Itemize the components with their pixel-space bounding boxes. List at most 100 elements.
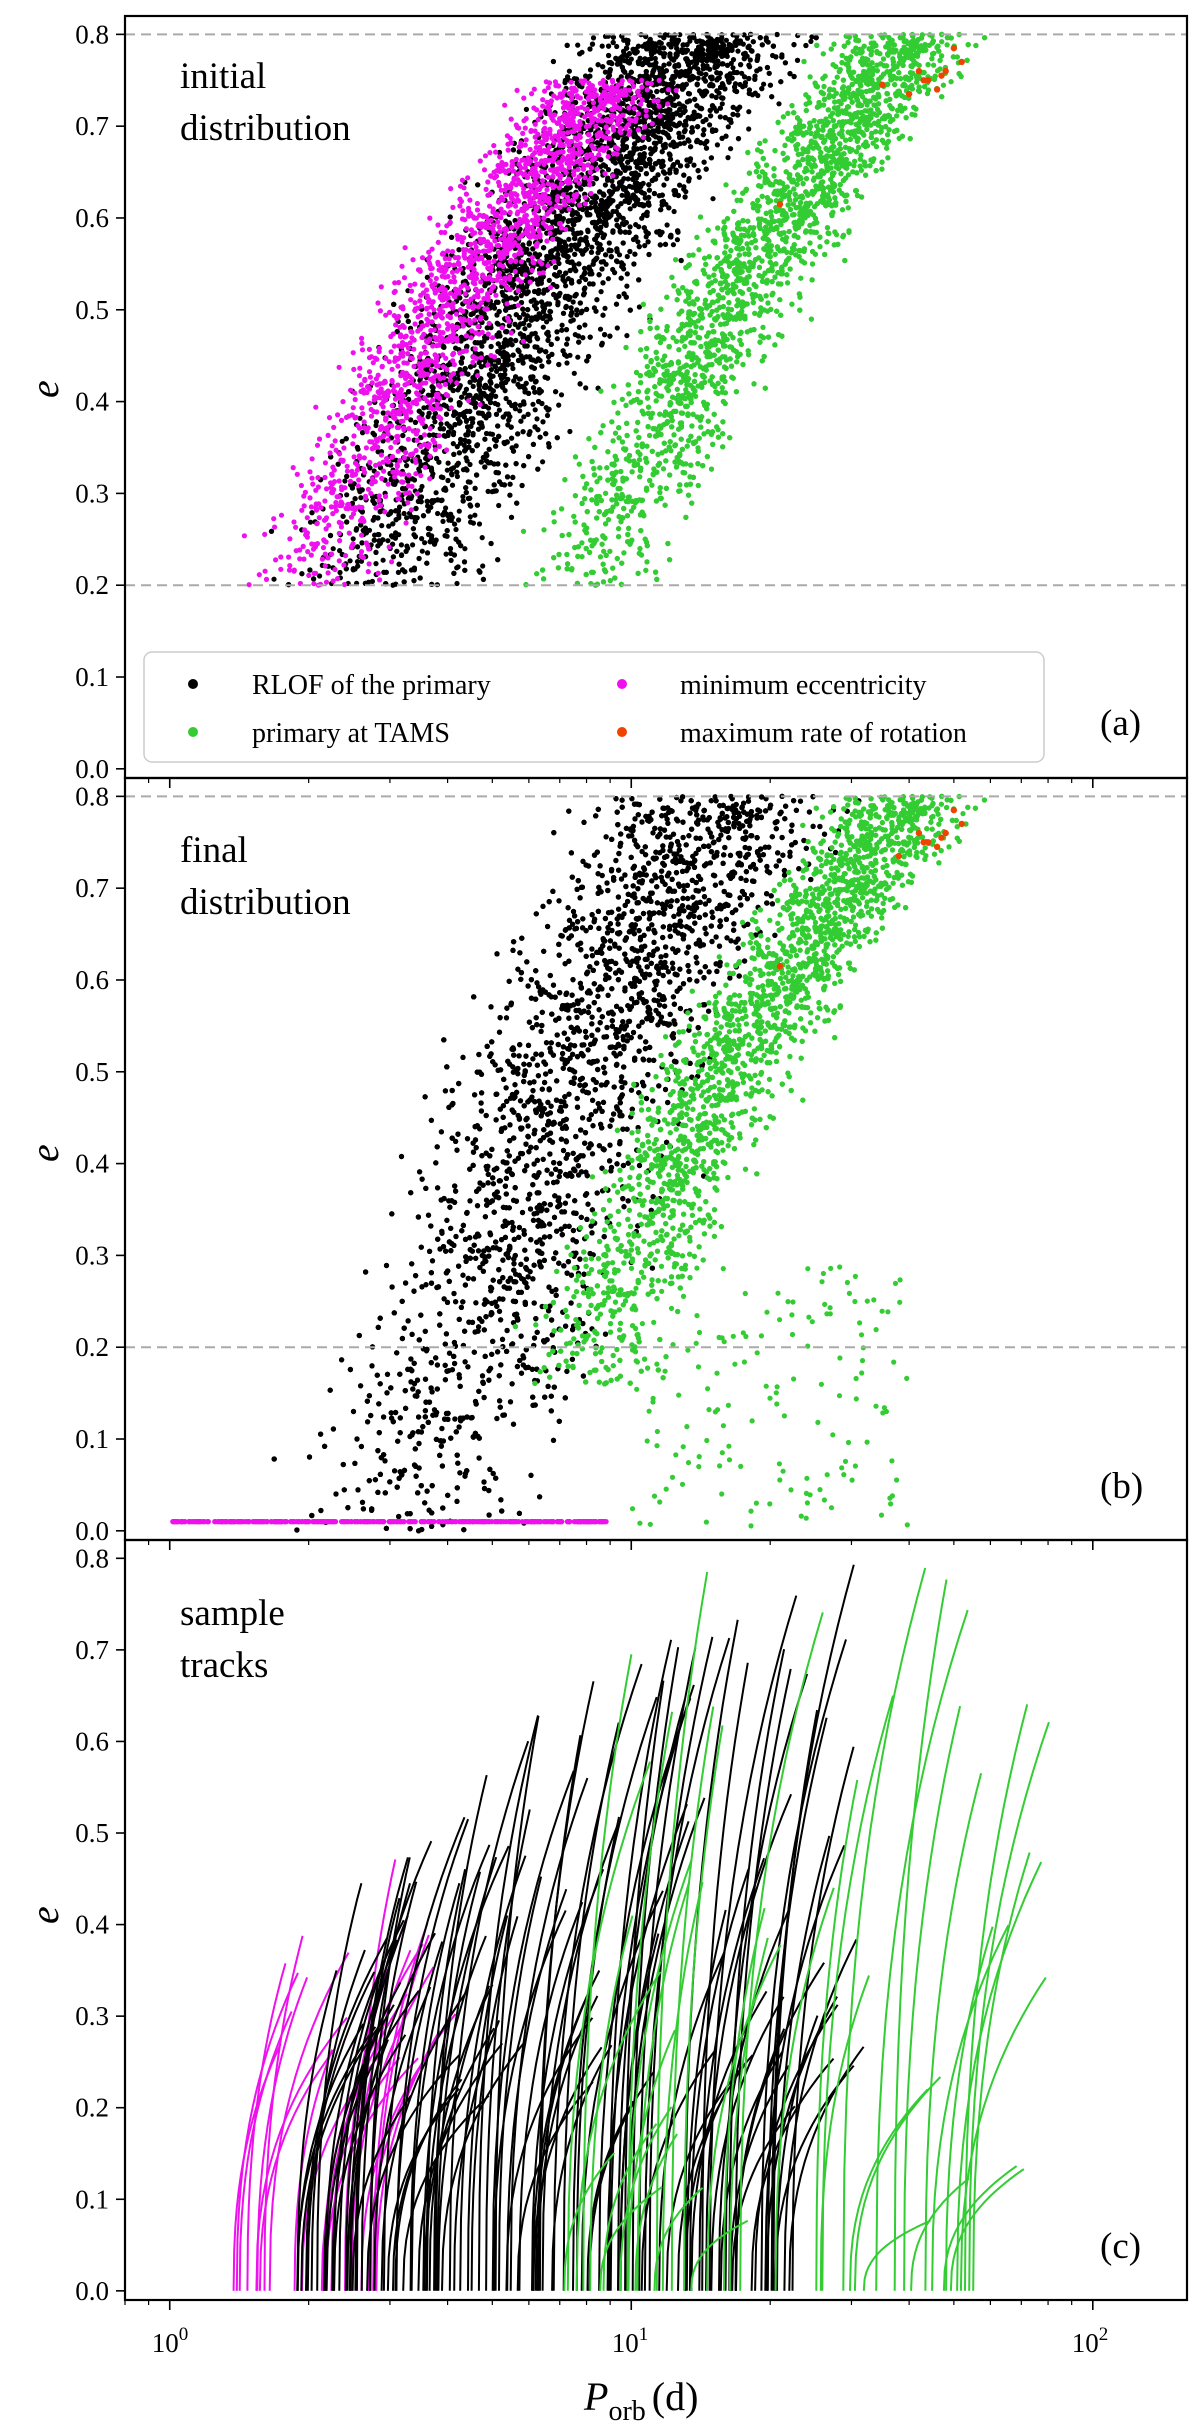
panel-a-series-0-point-3751 [741, 51, 747, 57]
panel-a-series-0-point-4409 [662, 122, 669, 128]
panel-a-series-0-point-567 [344, 492, 350, 498]
panel-a-series-0-point-983 [674, 237, 681, 243]
panel-a-series-0-point-3647 [543, 431, 549, 437]
panel-a-series-0-point-4866 [528, 376, 534, 382]
panel-a-series-0-point-1037 [441, 402, 447, 408]
panel-a-series-0-point-3919 [507, 481, 513, 487]
panel-a-series-0-point-4490 [410, 526, 416, 532]
panel-a-series-0-point-4488 [548, 341, 554, 347]
panel-a-series-0-point-214 [496, 502, 502, 509]
panel-a-series-0-point-1021 [624, 58, 630, 64]
panel-a-series-0-point-3348 [759, 86, 765, 92]
panel-a-series-0-point-4007 [650, 129, 657, 135]
panel-a-series-0-point-3633 [464, 458, 470, 464]
panel-a-series-0-point-3252 [703, 145, 710, 151]
panel-a-series-0-point-409 [492, 254, 498, 260]
panel-a-series-0-point-3675 [482, 464, 488, 470]
panel-a-series-0-point-4945 [585, 228, 591, 235]
panel-a-series-0-point-4547 [700, 93, 706, 99]
panel-a-series-0-point-466 [681, 184, 687, 190]
panel-a-series-0-point-4954 [449, 234, 455, 240]
panel-a-series-0-point-3397 [646, 136, 652, 142]
panel-a-series-0-point-4677 [658, 207, 664, 213]
panel-a-series-0-point-753 [404, 463, 410, 469]
panel-a-series-0-point-142 [717, 114, 723, 120]
panel-a-series-0-point-270 [546, 277, 552, 283]
panel-a-series-0-point-4045 [390, 521, 396, 527]
panel-a-series-0-point-158 [443, 505, 449, 511]
panel-a-series-0-point-394 [714, 142, 721, 148]
panel-a-series-0-point-4718 [474, 443, 480, 449]
panel-a-series-0-point-3251 [667, 107, 673, 113]
panel-a-series-0-point-4987 [510, 147, 516, 153]
panel-a-series-0-point-685 [606, 240, 612, 246]
panel-a-series-0-point-4050 [681, 172, 687, 178]
panel-a-series-0-point-4474 [646, 202, 652, 208]
panel-a-series-0-point-6 [496, 407, 502, 413]
panel-a-series-0-point-559 [671, 208, 677, 215]
panel-a-series-0-point-4802 [380, 537, 386, 543]
panel-a-series-0-point-3416 [450, 431, 456, 438]
panel-a-series-0-point-4886 [577, 51, 583, 57]
panel-a-series-0-point-3714 [586, 266, 592, 272]
panel-a-series-0-point-4608 [669, 56, 675, 62]
panel-a-series-0-point-4360 [674, 159, 681, 165]
panel-a-series-0-point-3695 [676, 101, 682, 107]
panel-a-series-0-point-4864 [641, 92, 647, 98]
panel-a-series-0-point-4328 [622, 69, 628, 75]
panel-a-series-0-point-4765 [390, 554, 396, 560]
panel-a-series-0-point-4729 [416, 555, 422, 562]
panel-a-series-0-point-4379 [738, 62, 744, 68]
panel-a-series-0-point-4040 [537, 434, 543, 440]
panel-a-series-0-point-605 [426, 432, 432, 438]
panel-a-series-0-point-354 [640, 43, 646, 49]
panel-a-series-0-point-4966 [574, 211, 580, 217]
panel-a-series-0-point-4914 [532, 424, 538, 430]
panel-a-series-0-point-4319 [510, 474, 516, 480]
panel-a-series-0-point-3600 [590, 281, 596, 287]
panel-a-series-0-point-4908 [564, 248, 570, 254]
panel-a-series-0-point-4147 [755, 53, 761, 59]
panel-a-series-0-point-3261 [563, 327, 570, 333]
panel-a-series-0-point-1011 [450, 441, 456, 447]
panel-a-series-0-point-857 [597, 326, 604, 332]
panel-a-series-0-point-4764 [698, 56, 704, 62]
panel-a-series-0-point-3779 [696, 70, 702, 76]
panel-a-series-0-point-3425 [526, 241, 532, 247]
panel-a-series-0-point-3587 [646, 182, 652, 188]
panel-a-series-0-point-4404 [497, 349, 503, 355]
panel-a-series-0-point-3497 [550, 58, 557, 65]
panel-a-series-0-point-4551 [614, 186, 620, 192]
panel-a-series-0-point-185 [610, 266, 616, 273]
panel-a-series-0-point-4988 [676, 130, 682, 136]
panel-a-series-0-point-3800 [555, 272, 561, 279]
panel-a-series-0-point-978 [566, 236, 572, 242]
panel-a-series-0-point-979 [567, 428, 573, 435]
panel-a-series-0-point-4647 [568, 305, 574, 311]
panel-a-series-0-point-4008 [579, 274, 585, 280]
panel-a-series-0-point-4566 [681, 140, 687, 146]
panel-a-series-0-point-4836 [580, 206, 586, 213]
panel-a-series-0-point-4661 [534, 316, 540, 322]
panel-a-series-0-point-4522 [527, 429, 533, 435]
panel-a-series-0-point-134 [461, 442, 467, 448]
panel-a-series-0-point-243 [429, 392, 435, 398]
panel-a-series-0-point-316 [467, 514, 473, 520]
panel-a-series-0-point-1014 [487, 431, 493, 437]
panel-a-series-0-point-4537 [774, 31, 780, 38]
panel-a-series-0-point-663 [440, 518, 446, 525]
panel-a-series-0-point-1100 [547, 308, 553, 314]
panel-a-series-0-point-4622 [507, 263, 513, 269]
panel-a-series-0-point-4103 [442, 485, 448, 491]
panel-a-series-0-point-4745 [620, 137, 626, 143]
panel-a-series-0-point-3508 [401, 579, 407, 585]
panel-a-series-0-point-4252 [757, 35, 763, 41]
panel-a-series-0-point-4763 [403, 548, 409, 554]
panel-a-series-0-point-746 [752, 90, 758, 96]
panel-a-series-0-point-4863 [714, 77, 720, 83]
panel-a-series-0-point-4375 [695, 124, 701, 130]
panel-a-series-0-point-3862 [676, 63, 682, 69]
panel-a-series-0-point-4363 [543, 313, 549, 319]
panel-a-series-0-point-3314 [616, 212, 622, 218]
panel-a-series-0-point-3738 [572, 293, 578, 299]
